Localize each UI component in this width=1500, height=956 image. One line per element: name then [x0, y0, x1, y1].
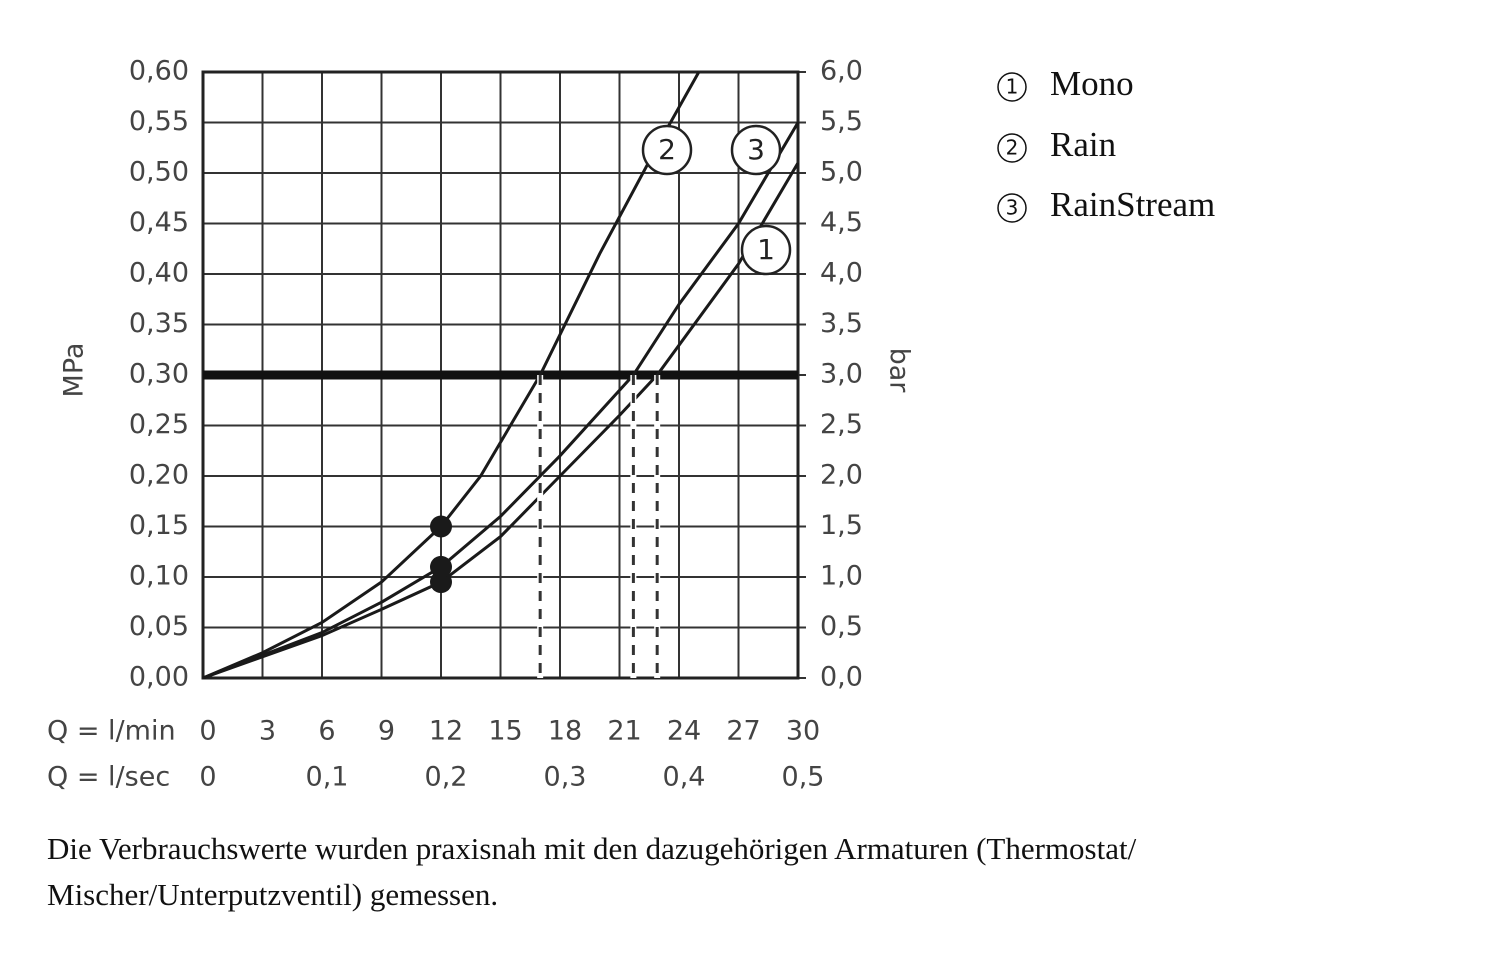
curve — [202, 162, 800, 680]
marker — [430, 571, 452, 594]
y-axis-label: MPa — [59, 343, 90, 398]
curve-label-circle — [641, 124, 693, 176]
marker — [430, 515, 452, 538]
y2-tick-label: 4,5 — [820, 207, 863, 238]
y-tick-label: 0,35 — [129, 308, 189, 339]
legend-label: Mono — [1050, 64, 1134, 103]
marker — [430, 555, 452, 578]
x2-tick-label: 0,5 — [782, 762, 825, 793]
x-tick-label: 27 — [726, 716, 760, 747]
x2-tick-label: 0,2 — [425, 762, 468, 793]
x-tick-label: 0 — [199, 716, 216, 747]
x-tick-label: 9 — [378, 716, 395, 747]
curve-label-circle — [740, 224, 792, 276]
y2-tick-label: 3,0 — [820, 359, 863, 390]
y2-tick-label: 1,5 — [820, 510, 863, 541]
x-tick-label: 30 — [786, 716, 820, 747]
y2-tick-label: 5,0 — [820, 157, 863, 188]
y2-tick-label: 2,0 — [820, 460, 863, 491]
x2-axis-label: Q = l/sec — [47, 762, 170, 793]
x-tick-label: 15 — [488, 716, 522, 747]
x-axis-label: Q = l/min — [47, 716, 176, 747]
y-tick-label: 0,40 — [129, 258, 189, 289]
x2-tick-label: 0,1 — [306, 762, 349, 793]
y-tick-label: 0,30 — [129, 359, 189, 390]
y2-tick-label: 6,0 — [820, 56, 863, 87]
y-tick-label: 0,15 — [129, 510, 189, 541]
y2-tick-label: 4,0 — [820, 258, 863, 289]
y-tick-label: 0,20 — [129, 460, 189, 491]
y-tick-label: 0,25 — [129, 409, 189, 440]
y2-tick-label: 0,0 — [820, 662, 863, 693]
y-tick-label: 0,05 — [129, 611, 189, 642]
legend-number: 2 — [1006, 136, 1019, 160]
legend-number: 3 — [1006, 196, 1019, 220]
curve-label: 2 — [658, 133, 676, 166]
y-tick-label: 0,10 — [129, 561, 189, 592]
y2-axis-label: bar — [884, 348, 915, 394]
legend-number: 1 — [1006, 75, 1019, 99]
y2-tick-label: 2,5 — [820, 409, 863, 440]
curve-label: 3 — [747, 133, 765, 166]
y-tick-label: 0,45 — [129, 207, 189, 238]
x-tick-label: 24 — [667, 716, 701, 747]
y-tick-label: 0,50 — [129, 157, 189, 188]
x-tick-label: 18 — [548, 716, 582, 747]
y2-tick-label: 0,5 — [820, 611, 863, 642]
caption: Die Verbrauchswerte wurden praxisnah mit… — [47, 831, 1137, 866]
legend-label: RainStream — [1050, 185, 1215, 224]
x-tick-label: 3 — [259, 716, 276, 747]
x2-tick-label: 0,3 — [544, 762, 587, 793]
legend-circle — [997, 193, 1027, 223]
y-tick-label: 0,00 — [129, 662, 189, 693]
curve — [202, 71, 701, 680]
legend-label: Rain — [1050, 125, 1116, 164]
curve-label-circle — [730, 124, 782, 176]
y2-tick-label: 5,5 — [820, 106, 863, 137]
curve-label: 1 — [757, 233, 775, 266]
y2-tick-label: 3,5 — [820, 308, 863, 339]
legend-circle — [997, 72, 1027, 102]
x-tick-label: 12 — [429, 716, 463, 747]
legend-circle — [997, 133, 1027, 163]
y2-tick-label: 1,0 — [820, 561, 863, 592]
x2-tick-label: 0,4 — [663, 762, 706, 793]
x2-tick-label: 0 — [199, 762, 216, 793]
y-tick-label: 0,55 — [129, 106, 189, 137]
curve — [202, 121, 800, 680]
y-tick-label: 0,60 — [129, 56, 189, 87]
x-tick-label: 6 — [318, 716, 335, 747]
x-tick-label: 21 — [607, 716, 641, 747]
caption: Mischer/Unterputzventil) gemessen. — [47, 877, 498, 912]
